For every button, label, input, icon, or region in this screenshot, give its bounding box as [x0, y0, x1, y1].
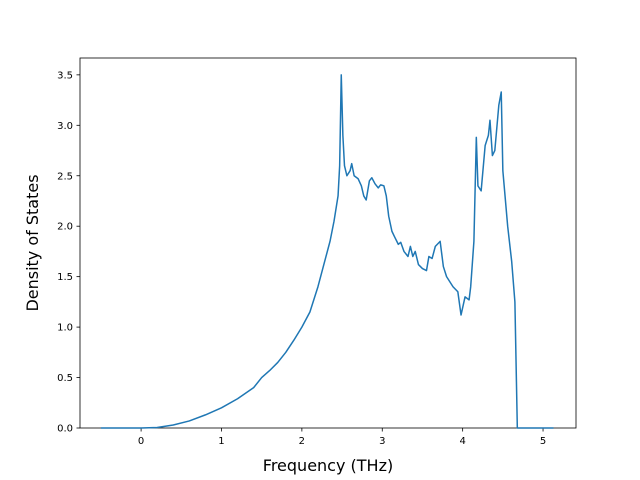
- density-line: [100, 74, 554, 429]
- y-tick-label: 1.5: [57, 272, 73, 283]
- plot-frame: [79, 57, 577, 429]
- y-axis-label: Density of States: [23, 174, 42, 311]
- y-tick-label: 1.0: [57, 323, 73, 334]
- x-tick-label: 1: [218, 436, 224, 447]
- y-tick-label: 0.0: [57, 424, 73, 435]
- y-tick-label: 3.0: [57, 121, 73, 132]
- y-tick-label: 2.5: [57, 171, 73, 182]
- x-tick-label: 4: [459, 436, 465, 447]
- y-tick-label: 3.5: [57, 70, 73, 81]
- y-tick-label: 0.5: [57, 373, 73, 384]
- y-tick-label: 2.0: [57, 222, 73, 233]
- x-tick-label: 0: [138, 436, 144, 447]
- x-tick-label: 5: [540, 436, 546, 447]
- x-axis-label: Frequency (THz): [263, 456, 393, 475]
- x-tick-label: 3: [379, 436, 385, 447]
- x-tick-label: 2: [299, 436, 305, 447]
